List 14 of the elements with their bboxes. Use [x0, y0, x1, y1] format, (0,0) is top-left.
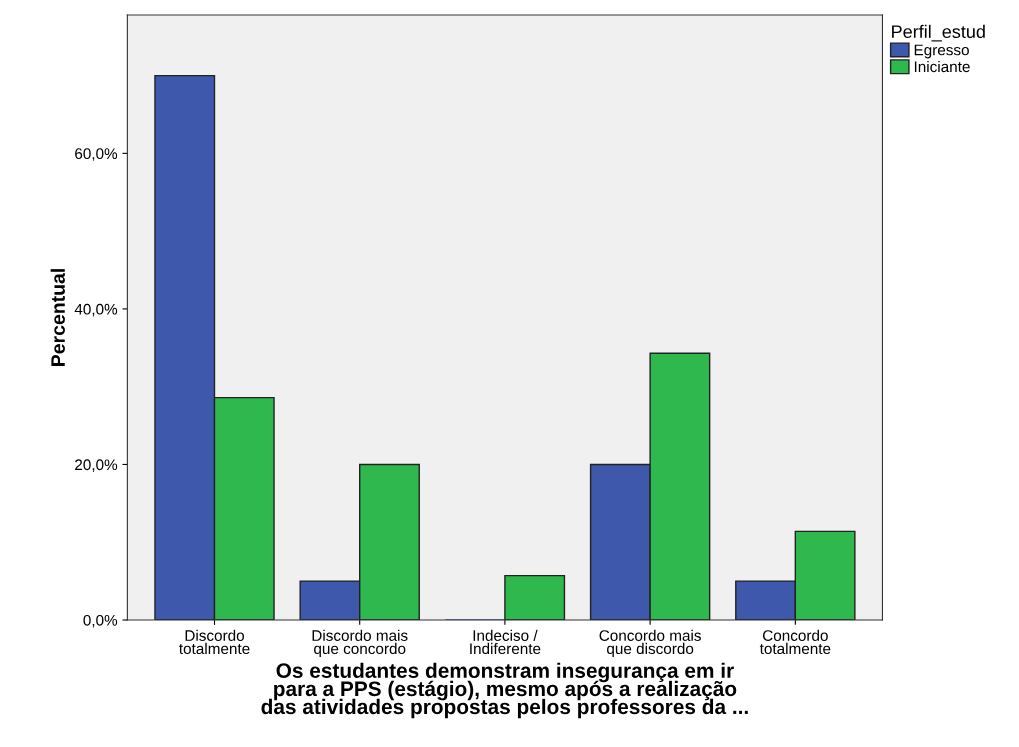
x-axis-title: Os estudantes demonstram insegurança em ir para a PPS (estágio), mesmo após a realização das atividades propostas pelos professores da ... [261, 662, 748, 719]
x-tick-label: Concordo totalmente [759, 629, 831, 655]
y-axis-title: Percentual [50, 269, 65, 366]
legend-title: Perfil_estud [892, 24, 985, 42]
x-tick-label: Discordo mais que concordo [312, 629, 408, 658]
x-tick-label: Indeciso / Indiferente [470, 629, 541, 655]
y-tick-label: 0,0% [83, 614, 118, 628]
x-tick-label: Concordo mais que discordo [599, 629, 701, 658]
x-tick-label: Discordo totalmente [179, 629, 250, 655]
legend-label: Egresso [914, 44, 969, 59]
y-tick-label: 40,0% [74, 303, 118, 317]
y-tick-label: 20,0% [75, 459, 118, 472]
legend-label: Iniciante [914, 60, 970, 73]
y-tick-label: 60,0% [75, 148, 118, 161]
